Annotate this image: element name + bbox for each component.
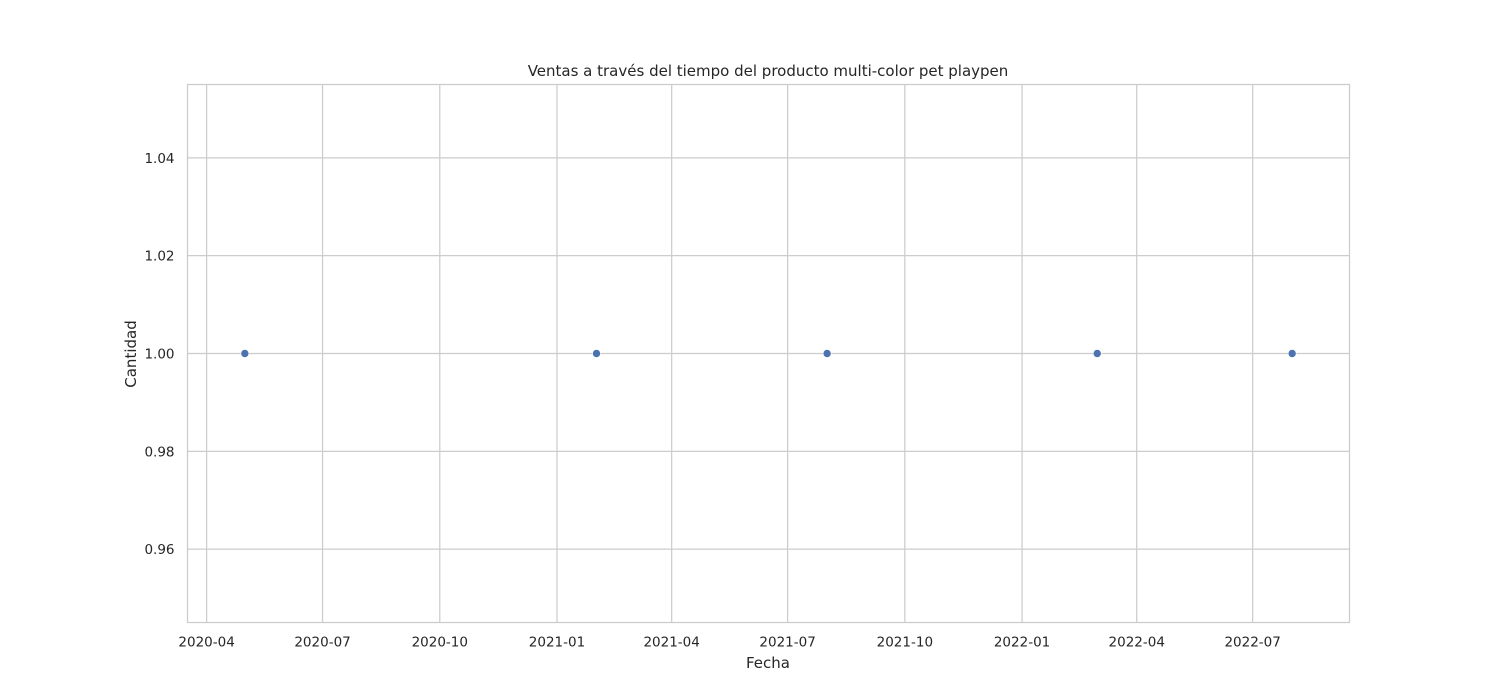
y-tick-label: 0.96: [144, 542, 174, 558]
data-point: [592, 349, 601, 358]
data-points: [240, 349, 1297, 358]
data-point: [240, 349, 250, 358]
x-tick-label: 2022-01: [994, 635, 1050, 651]
x-axis-label: Fecha: [746, 654, 790, 672]
data-point: [1287, 349, 1297, 358]
x-tick-label: 2020-10: [412, 635, 468, 651]
x-tick-label: 2022-07: [1224, 635, 1280, 651]
y-tick-label: 1.00: [144, 347, 174, 363]
plot-frame: [186, 83, 1351, 624]
data-point: [822, 349, 832, 358]
x-tick-label: 2021-01: [529, 635, 585, 651]
x-tick-label: 2020-04: [178, 635, 234, 651]
y-tick-label: 1.04: [144, 151, 174, 167]
x-tick-label: 2021-10: [877, 635, 933, 651]
y-tick-label: 0.98: [144, 444, 174, 460]
y-tick-label: 1.02: [144, 249, 174, 265]
y-tick-labels: 0.96 0.98 1.00 1.02 1.04: [144, 151, 174, 558]
x-tick-label: 2021-04: [643, 635, 699, 651]
data-point: [1092, 349, 1102, 358]
y-axis-label: Cantidad: [122, 320, 140, 387]
x-tick-labels: 2020-04 2020-07 2020-10 2021-01 2021-04 2021-…: [178, 635, 1280, 651]
chart-title: Ventas a través del tiempo del producto …: [528, 62, 1009, 80]
x-tick-label: 2020-07: [294, 635, 350, 651]
grid-lines: [187, 84, 1350, 623]
x-tick-label: 2021-07: [759, 635, 815, 651]
x-tick-label: 2022-04: [1109, 635, 1165, 651]
